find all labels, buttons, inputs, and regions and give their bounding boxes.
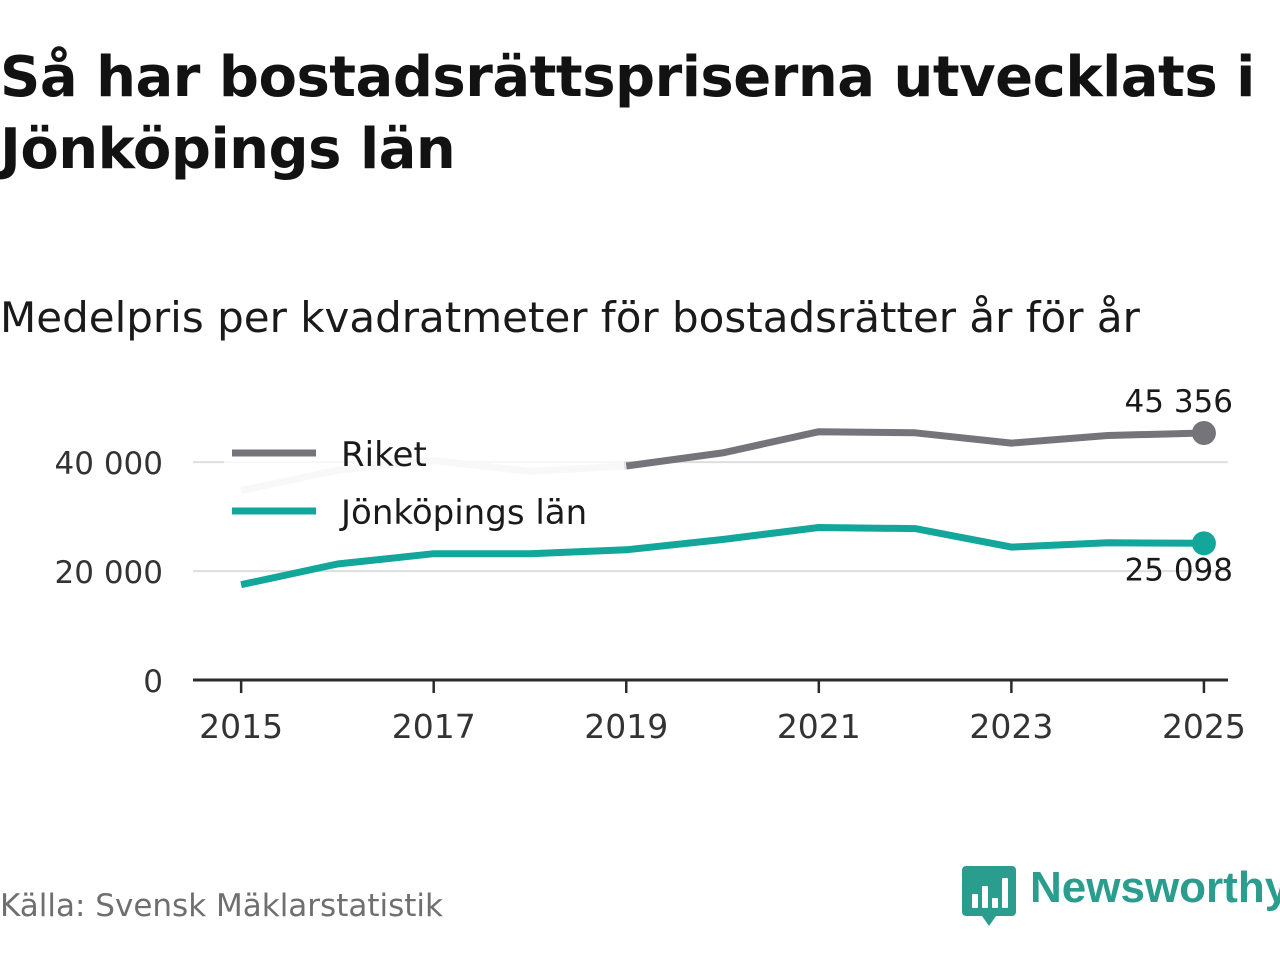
legend: Riket Jönköpings län [224,426,624,542]
x-tick-label: 2021 [777,707,861,746]
brand-name[interactable]: Newsworthy [1030,863,1280,912]
axis-layer: 0 20 000 40 000 2015 2017 2019 2021 2023 2025 [55,446,1246,746]
x-tick-label: 2015 [199,707,283,746]
end-label-jonkopings-lan: 25 098 [1125,552,1233,588]
x-tick-label: 2023 [969,707,1053,746]
line-chart: 0 20 000 40 000 2015 2017 2019 2021 2023 2025 Ri… [55,384,1246,746]
legend-label-jonkopings-lan: Jönköpings län [339,493,587,533]
bar-chart-speech-bubble-icon [962,866,1016,926]
x-tick-label: 2025 [1162,707,1246,746]
y-tick-label: 0 [143,664,163,700]
end-point-riket [1191,421,1216,445]
y-tick-label: 40 000 [55,446,163,482]
legend-backdrop [224,426,624,542]
label-layer: 45 356 25 098 [1125,384,1233,588]
x-tick-label: 2019 [584,707,668,746]
chart-title: Så har bostadsrättspriserna utvecklats i… [0,45,1255,182]
series-line-riket [625,428,1204,470]
series-line-jonkopings-lan [240,524,1204,589]
x-tick-label: 2017 [392,707,476,746]
legend-label-riket: Riket [341,435,427,475]
brand[interactable]: Newsworthy [962,862,1280,932]
source-note: Källa: Svensk Mäklarstatistik [0,888,443,924]
end-label-riket: 45 356 [1125,384,1233,420]
end-point-jonkopings-lan [1191,531,1216,556]
chart-subtitle: Medelpris per kvadratmeter för bostadsrä… [0,293,1140,342]
y-tick-label: 20 000 [55,555,163,591]
